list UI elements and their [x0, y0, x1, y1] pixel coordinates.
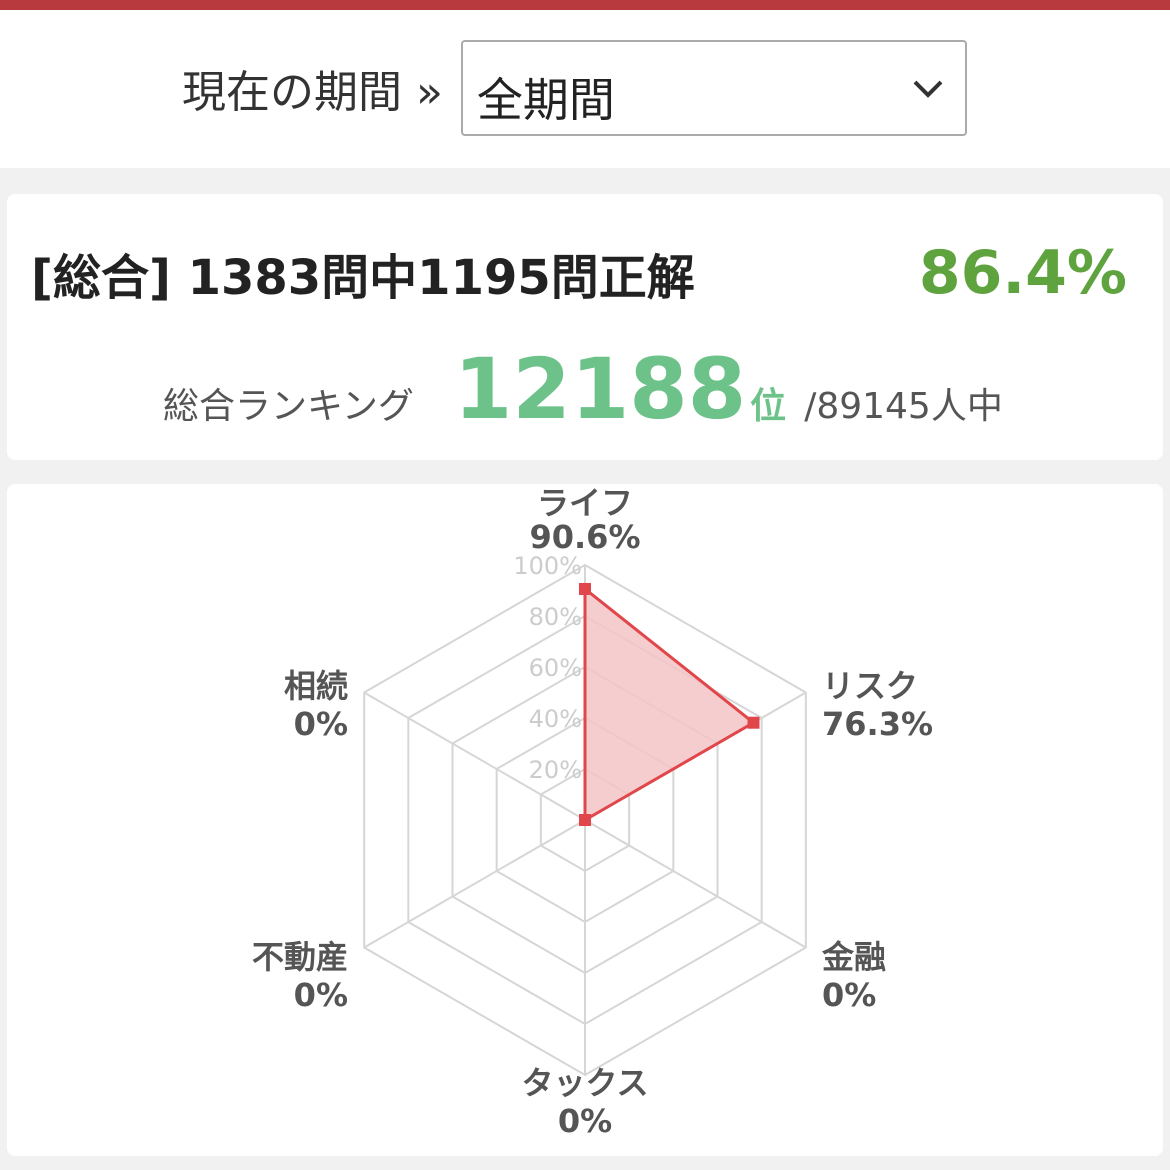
- period-row: 現在の期間 » 全期間: [182, 40, 967, 136]
- grid-spoke: [584, 819, 807, 949]
- rank-unit: 位: [750, 386, 787, 427]
- tick-label: 100%: [513, 552, 582, 580]
- period-select-value: 全期間: [476, 73, 615, 127]
- radar-chart: 20%40%60%80%100%ライフ90.6%リスク76.3%金融0%タックス…: [252, 484, 933, 1140]
- rank-total: /89145人中: [804, 386, 1003, 427]
- period-select[interactable]: 全期間: [460, 40, 967, 136]
- rank-label: 総合ランキング: [163, 386, 414, 427]
- rank-row: 総合ランキング 12188 位 /89145人中: [163, 340, 1003, 438]
- rank-number: 12188: [453, 340, 747, 438]
- score-row: [総合] 1383問中1195問正解 86.4%: [31, 238, 1127, 308]
- value-label: 90.6%: [529, 518, 640, 556]
- summary-card: [総合] 1383問中1195問正解 86.4% 総合ランキング 12188 位…: [7, 194, 1163, 460]
- tick-label: 80%: [529, 603, 582, 631]
- period-label: 現在の期間 »: [182, 67, 443, 118]
- data-point: [579, 582, 591, 595]
- score-percent: 86.4%: [918, 238, 1127, 308]
- chevron-down-icon: [913, 80, 943, 98]
- tick-label: 60%: [529, 654, 582, 682]
- series-area: [583, 585, 757, 823]
- axis-label: リスク: [822, 667, 918, 705]
- value-label: 76.3%: [822, 705, 933, 743]
- score-title: [総合] 1383問中1195問正解: [31, 250, 695, 306]
- axis-label: タックス: [521, 1064, 648, 1102]
- data-point: [579, 814, 591, 826]
- tick-label: 20%: [529, 756, 582, 784]
- tick-label: 40%: [529, 705, 582, 733]
- value-label: 0%: [822, 976, 876, 1014]
- data-point: [747, 716, 760, 729]
- value-label: 0%: [294, 705, 348, 743]
- grid-spoke: [363, 819, 586, 949]
- axis-label: 相続: [284, 667, 348, 705]
- grid-spoke: [363, 691, 586, 821]
- top-bar: [0, 0, 1170, 10]
- value-label: 0%: [558, 1102, 612, 1140]
- axis-label: 不動産: [252, 938, 348, 976]
- axis-label: 金融: [821, 938, 886, 976]
- radar-card: 20% 40% 60% 80% 100% ライフ 90.6% リスク 76.3% 金融 0% タックス…: [7, 484, 1163, 1156]
- axis-label: ライフ: [537, 484, 633, 522]
- value-label: 0%: [294, 976, 348, 1014]
